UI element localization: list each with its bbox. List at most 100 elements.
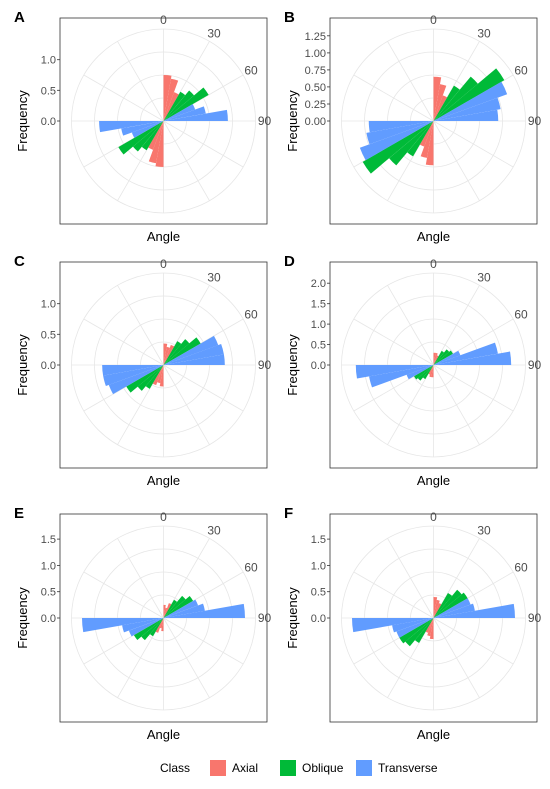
y-axis-title: Frequency	[15, 334, 30, 396]
bar-oblique	[163, 341, 182, 365]
bar-oblique	[163, 596, 194, 618]
radial-tick-label: 0.00	[305, 116, 326, 128]
grid-spoke	[353, 318, 434, 366]
radial-tick-label: 1.25	[305, 31, 326, 43]
grid-spoke	[163, 41, 210, 122]
panel-e: E 0 30 60 90 0.0 0.5 1.0 1.5 Angle Frequency	[14, 505, 271, 742]
angle-tick-label: 30	[207, 524, 221, 538]
bar-axial	[163, 78, 179, 121]
bar-axial	[148, 121, 164, 164]
bar-oblique	[405, 618, 434, 647]
panel-d: D 0 30 60 90 0.0 0.5 1.0 1.5 2.0 Angle Frequency	[284, 253, 541, 488]
radial-tick-label: 1.5	[311, 299, 326, 311]
grid-spoke	[433, 285, 480, 366]
bar-axial	[431, 365, 434, 378]
grid-spoke	[117, 41, 164, 122]
angle-tick-label: 60	[514, 308, 528, 322]
bar-transverse	[128, 618, 164, 637]
angle-tick-label: 90	[258, 114, 272, 128]
polar-bars	[355, 342, 512, 388]
bar-transverse	[102, 365, 164, 376]
bar-transverse	[99, 121, 164, 133]
radial-tick-label: 1.0	[311, 319, 326, 331]
panel-letter: B	[284, 9, 295, 26]
panel-letter: D	[284, 253, 295, 270]
bar-oblique	[433, 68, 505, 121]
legend: Class Axial Oblique Transverse	[160, 760, 438, 776]
radial-tick-label: 1.0	[41, 560, 56, 572]
bar-oblique	[433, 592, 453, 618]
bar-axial	[433, 599, 440, 618]
grid-spoke	[433, 120, 480, 201]
bar-transverse	[406, 365, 434, 380]
polar-grid	[71, 525, 256, 711]
grid-spoke	[433, 617, 480, 698]
angle-tick-label: 90	[528, 114, 542, 128]
angle-tick-label: 90	[528, 611, 542, 625]
polar-bars	[82, 595, 245, 641]
bar-axial	[428, 365, 434, 375]
grid-spoke	[433, 617, 514, 665]
angle-tick-label: 90	[258, 358, 272, 372]
grid-spoke	[117, 364, 164, 445]
bar-oblique	[433, 350, 445, 365]
bar-transverse	[433, 97, 501, 121]
bar-oblique	[137, 365, 164, 391]
polar-bars	[359, 68, 508, 174]
bar-oblique	[407, 121, 434, 157]
y-axis-title: Frequency	[285, 90, 300, 152]
bar-axial	[163, 344, 175, 365]
bar-axial	[433, 596, 438, 618]
bar-transverse	[369, 365, 434, 388]
radial-tick-label: 0.0	[41, 360, 56, 372]
grid-spoke	[163, 285, 210, 366]
bar-transverse	[121, 121, 164, 136]
legend-title: Class	[160, 761, 190, 775]
bar-transverse	[433, 109, 499, 121]
panel-f: F 0 30 60 90 0.0 0.5 1.0 1.5 Angle Frequency	[284, 505, 541, 742]
grid-spoke	[387, 285, 434, 366]
grid-spoke	[163, 364, 210, 445]
radial-tick-label: 2.0	[311, 278, 326, 290]
bar-oblique	[149, 618, 164, 637]
bar-axial	[163, 346, 170, 365]
radial-tick-label: 0.0	[311, 360, 326, 372]
angle-tick-label: 60	[244, 64, 258, 78]
panel-a: A 0 30 60 90 0.0 0.5 1.0 Angle Frequency	[14, 9, 271, 244]
polar-bars	[99, 75, 228, 167]
polar-grid	[341, 525, 526, 711]
y-axis-title: Frequency	[285, 334, 300, 396]
bar-transverse	[108, 365, 164, 395]
bar-axial	[163, 75, 172, 121]
panel-c: C 0 30 60 90 0.0 0.5 1.0 Angle Frequency	[14, 253, 271, 488]
panel-letter: E	[14, 505, 24, 522]
grid-spoke	[163, 571, 244, 619]
bar-oblique	[417, 365, 434, 381]
panel-b: B 0 30 60 90 0.00 0.25 0.50 0.75 1.00 1.25 Angle Fre…	[284, 9, 541, 244]
bar-oblique	[126, 365, 164, 393]
bar-oblique	[163, 91, 186, 121]
panel-letter: F	[284, 505, 293, 522]
bar-axial	[159, 618, 164, 629]
angle-tick-label: 0	[430, 510, 437, 524]
grid-spoke	[353, 74, 434, 122]
bar-axial	[433, 84, 447, 121]
grid-spoke	[163, 617, 210, 698]
radial-tick-label: 0.25	[305, 99, 326, 111]
y-axis-title: Frequency	[15, 90, 30, 152]
angle-tick-label: 0	[160, 257, 167, 271]
bar-oblique	[399, 618, 434, 644]
bar-oblique	[433, 349, 450, 365]
legend-swatch-transverse	[356, 760, 372, 776]
panel-letter: A	[14, 9, 25, 26]
angle-tick-label: 30	[477, 271, 491, 285]
bar-transverse	[396, 618, 434, 638]
bar-transverse	[103, 365, 164, 386]
radial-tick-label: 1.5	[311, 534, 326, 546]
grid-spoke	[163, 617, 244, 665]
radial-tick-label: 0.5	[41, 587, 56, 599]
grid-spoke	[387, 538, 434, 619]
bar-axial	[433, 355, 439, 365]
grid-spoke	[83, 617, 164, 665]
grid-spoke	[163, 318, 244, 366]
